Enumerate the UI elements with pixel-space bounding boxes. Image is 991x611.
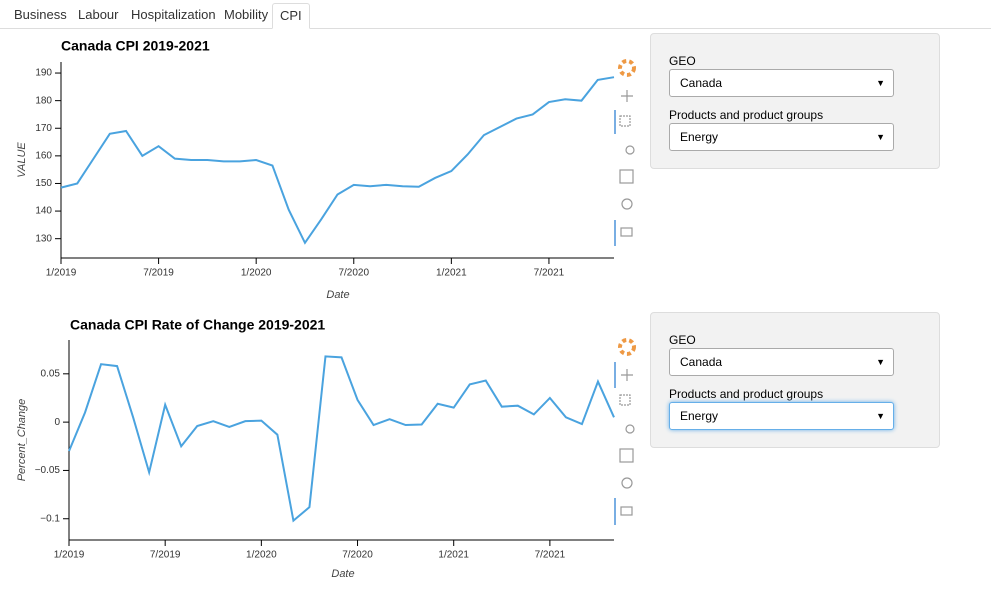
y-tick-label: 0.05 bbox=[41, 368, 61, 379]
tab[interactable]: Labour bbox=[78, 7, 119, 22]
x-tick-label: 7/2020 bbox=[338, 268, 369, 279]
tab-bar: Business Labour Hospitalization Mobility CPI bbox=[0, 0, 991, 29]
wheel-zoom-tool[interactable] bbox=[625, 145, 635, 155]
label: GEO bbox=[669, 54, 696, 68]
x-tick-label: 1/2019 bbox=[54, 550, 85, 561]
arrow: ▼ bbox=[876, 132, 885, 142]
x-axis-label: Date bbox=[326, 289, 349, 301]
x-tick-label: 1/2020 bbox=[246, 550, 277, 561]
x-tick-label: 7/2021 bbox=[534, 268, 565, 279]
select[interactable]: Energy ▼ bbox=[669, 123, 894, 151]
box-zoom-tool[interactable] bbox=[619, 115, 631, 127]
select-value: Energy bbox=[680, 130, 719, 144]
box-zoom-tool[interactable] bbox=[619, 394, 631, 406]
label: Products and product groups bbox=[669, 108, 824, 122]
toolbar bbox=[614, 59, 636, 525]
y-axis-label: VALUE bbox=[16, 142, 28, 178]
select-value: Energy bbox=[680, 409, 719, 423]
hover-tool[interactable] bbox=[620, 506, 633, 516]
reset-tool[interactable] bbox=[621, 477, 633, 489]
y-axis-label: Percent_Change bbox=[16, 399, 28, 482]
x-axis-label: Date bbox=[331, 568, 354, 580]
tab[interactable]: Mobility bbox=[224, 7, 269, 22]
x-tick-label: 7/2019 bbox=[143, 268, 174, 279]
select-value: Canada bbox=[680, 355, 723, 369]
arrow: ▼ bbox=[876, 78, 885, 88]
y-tick-label: −0.05 bbox=[35, 465, 61, 476]
label: GEO bbox=[669, 333, 696, 347]
y-tick-label: −0.1 bbox=[40, 513, 60, 524]
line bbox=[68, 355, 615, 523]
pan-tool[interactable] bbox=[621, 369, 633, 381]
tab[interactable]: Business bbox=[14, 7, 67, 22]
label: Products and product groups bbox=[669, 387, 824, 401]
pan-tool[interactable] bbox=[621, 90, 633, 102]
y-tick-label: 180 bbox=[35, 95, 52, 106]
x-tick-label: 7/2020 bbox=[342, 550, 373, 561]
y-tick-label: 160 bbox=[35, 150, 52, 161]
select-value: Canada bbox=[680, 76, 723, 90]
y-tick-label: 170 bbox=[35, 123, 52, 134]
chart-title: Canada CPI Rate of Change 2019-2021 bbox=[70, 317, 325, 333]
hover-tool[interactable] bbox=[620, 227, 633, 237]
chart-title: Canada CPI 2019-2021 bbox=[61, 38, 210, 54]
select[interactable]: Canada ▼ bbox=[669, 348, 894, 376]
arrow: ▼ bbox=[876, 411, 885, 421]
x-tick-label: 1/2021 bbox=[436, 268, 467, 279]
x-tick-label: 7/2019 bbox=[150, 550, 181, 561]
arrow: ▼ bbox=[876, 357, 885, 367]
select[interactable]: Energy ▼ bbox=[669, 402, 894, 430]
y-tick-label: 190 bbox=[35, 68, 52, 79]
logo bbox=[618, 59, 636, 77]
y-tick-label: 150 bbox=[35, 178, 52, 189]
x-tick-label: 1/2019 bbox=[46, 268, 77, 279]
logo bbox=[618, 338, 636, 356]
x-tick-label: 1/2020 bbox=[241, 268, 272, 279]
tab[interactable]: Hospitalization bbox=[131, 7, 216, 22]
save-tool[interactable] bbox=[619, 448, 634, 463]
reset-tool[interactable] bbox=[621, 198, 633, 210]
tab[interactable]: CPI bbox=[272, 3, 310, 29]
wheel-zoom-tool[interactable] bbox=[625, 424, 635, 434]
control-panel: GEO Canada ▼ Products and product groups Ene… bbox=[650, 312, 940, 448]
y-tick-label: 140 bbox=[35, 206, 52, 217]
select[interactable]: Canada ▼ bbox=[669, 69, 894, 97]
save-tool[interactable] bbox=[619, 169, 634, 184]
y-tick-label: 0 bbox=[54, 417, 60, 428]
x-tick-label: 1/2021 bbox=[438, 550, 469, 561]
y-tick-label: 130 bbox=[35, 233, 52, 244]
line bbox=[60, 76, 615, 245]
x-tick-label: 7/2021 bbox=[535, 550, 566, 561]
control-panel: GEO Canada ▼ Products and product groups Ene… bbox=[650, 33, 940, 169]
